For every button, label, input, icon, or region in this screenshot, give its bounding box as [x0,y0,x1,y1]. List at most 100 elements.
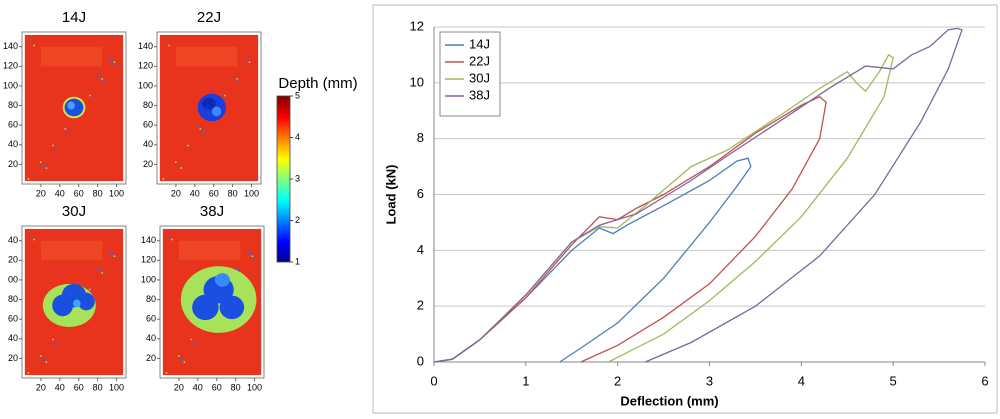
depth-speck [248,61,251,63]
y-tick-label: 0 [417,353,424,368]
y-tick-label: 4 [417,242,424,257]
depth-speck [64,128,67,130]
depth-speck [178,165,181,167]
panel-frame [21,225,127,379]
x-tick-label: 60 [74,188,84,198]
panel-frame [159,225,265,379]
depth-speck [109,57,112,59]
depth-speck [68,132,70,134]
colorbar-tick-label: 2 [295,215,300,225]
legend-box [439,31,501,117]
depth-speck [97,74,100,76]
depth-speck [251,255,254,257]
damage-zone [202,97,216,110]
depth-speck [87,286,89,289]
depth-speck [246,59,249,61]
x-tick-label: 40 [55,382,65,392]
depth-speck [250,63,253,65]
depth-speck [249,253,252,255]
x-tick-label: 80 [93,188,103,198]
damage-zone [73,299,81,308]
y-tick-label: 40 [8,235,18,245]
y-tick-label: 10 [410,74,424,89]
depth-speck [54,146,56,149]
depth-speck [45,361,48,363]
depth-speck [253,257,256,259]
x-tick-label: 2 [614,373,621,388]
x-tick-label: 40 [190,188,200,198]
depth-speck [236,78,238,80]
y-tick-label: 8 [417,130,424,145]
depth-speck [234,76,237,78]
depth-speck [31,236,33,239]
depth-speck [111,59,114,61]
depth-speck [115,257,118,259]
depth-speck [29,234,32,237]
x-tick-label: 80 [93,382,103,392]
colorbar [276,95,291,263]
data-line [433,96,827,363]
depth-speck [181,359,184,361]
x-tick-label: 80 [231,382,241,392]
depth-speck [89,288,91,291]
y-tick-label: 20 [143,159,153,169]
depth-speck [247,251,250,253]
depth-speck [113,61,116,63]
y-tick-label: 00 [8,274,18,284]
depth-speck [199,128,202,130]
legend-label: 30J [469,70,490,85]
legend-label: 22J [469,53,490,68]
damage-zone [67,101,75,110]
y-tick-label: 80 [146,294,156,304]
depth-speck [238,80,240,82]
depth-speck [27,372,30,374]
y-tick-label: 100 [3,80,18,90]
x-tick-label: 20 [174,382,184,392]
x-tick-label: 100 [109,188,124,198]
y-axis-label: Load (kN) [383,165,398,225]
depth-speck [45,167,48,169]
y-tick-label: 40 [146,333,156,343]
panel-title: 30J [62,203,86,220]
damage-zone [214,273,230,287]
depth-speck [203,132,205,134]
depth-speck [189,146,191,149]
depth-speck [174,161,177,163]
y-tick-label: 60 [146,314,156,324]
depth-speck [27,178,30,180]
legend-label: 38J [469,87,490,102]
panel-frame [21,31,127,185]
x-tick-label: 20 [171,188,181,198]
y-tick-label: 40 [8,333,18,343]
x-tick-label: 20 [36,188,46,198]
depth-speck [187,144,189,147]
colorbar-title: Depth (mm) [278,75,357,92]
depth-speck [167,234,170,237]
x-tick-label: 0 [430,373,437,388]
x-tick-label: 4 [798,373,805,388]
depth-speck [41,163,44,165]
x-tick-label: 100 [244,188,259,198]
depth-speck [99,270,102,272]
panel-title: 38J [200,203,224,220]
depth-speck [43,165,46,167]
x-tick-label: 60 [74,382,84,392]
depth-speck [237,270,240,272]
y-tick-label: 20 [8,353,18,363]
y-tick-label: 140 [138,41,153,51]
depth-speck [39,161,42,163]
depth-speck [192,340,194,343]
depth-speck [177,355,180,357]
colorbar-tick-label: 5 [295,90,300,100]
y-tick-label: 80 [143,100,153,110]
depth-speck [101,272,103,274]
depth-speck [91,96,93,99]
colorbar-tick-label: 4 [295,132,300,142]
depth-speck [190,338,192,341]
depth-texture [178,240,241,261]
depth-speck [103,80,105,82]
depth-speck [101,78,103,80]
depth-speck [194,342,196,345]
